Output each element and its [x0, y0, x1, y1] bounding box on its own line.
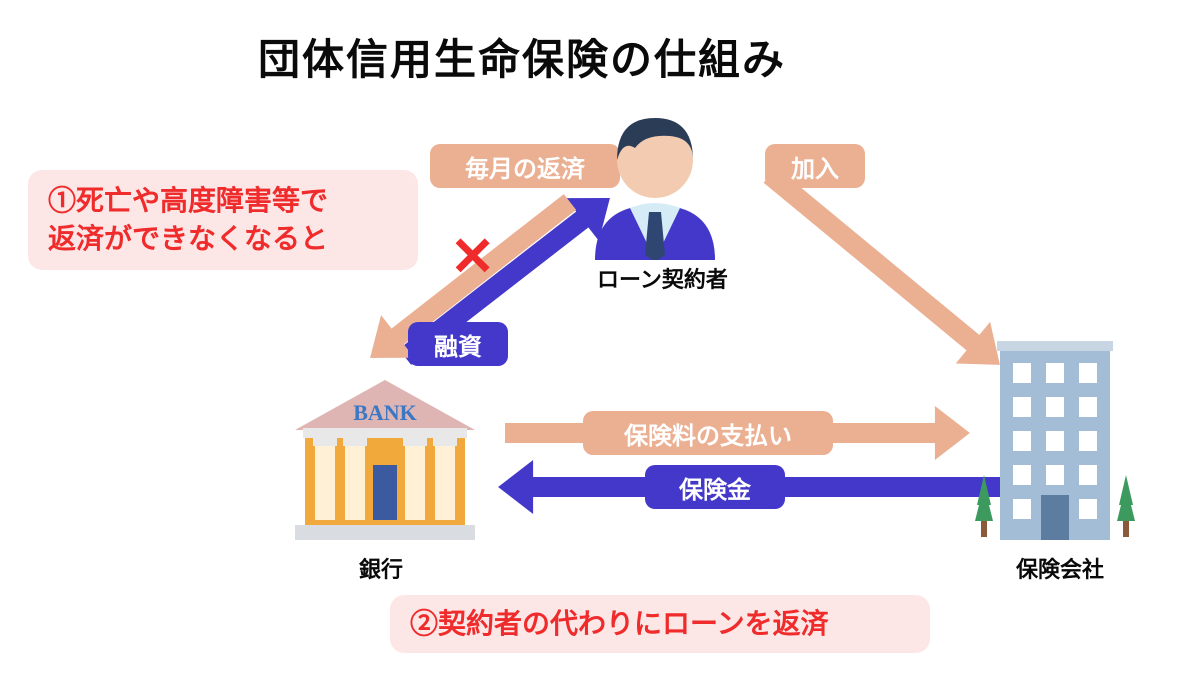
bank-icon: BANK: [285, 370, 485, 540]
insurer-icon: [975, 335, 1135, 545]
pill-loan: 融資: [408, 322, 508, 366]
callout-result-text: ②契約者の代わりにローンを返済: [410, 605, 829, 643]
borrower-label: ローン契約者: [597, 262, 728, 294]
bank-sign-text: BANK: [353, 400, 417, 425]
pill-payout: 保険金: [645, 465, 785, 509]
callout-result: ②契約者の代わりにローンを返済: [390, 595, 930, 653]
cross-icon: ✕: [450, 225, 495, 288]
page-title: 団体信用生命保険の仕組み: [258, 26, 786, 87]
pill-premium: 保険料の支払い: [583, 411, 833, 455]
borrower-icon: [575, 90, 735, 260]
callout-condition: ①死亡や高度障害等で返済ができなくなると: [28, 170, 418, 270]
pill-join: 加入: [765, 144, 865, 188]
callout-condition-text: ①死亡や高度障害等で返済ができなくなると: [48, 182, 328, 258]
insurer-label: 保険会社: [1016, 552, 1104, 584]
bank-label: 銀行: [359, 552, 403, 584]
